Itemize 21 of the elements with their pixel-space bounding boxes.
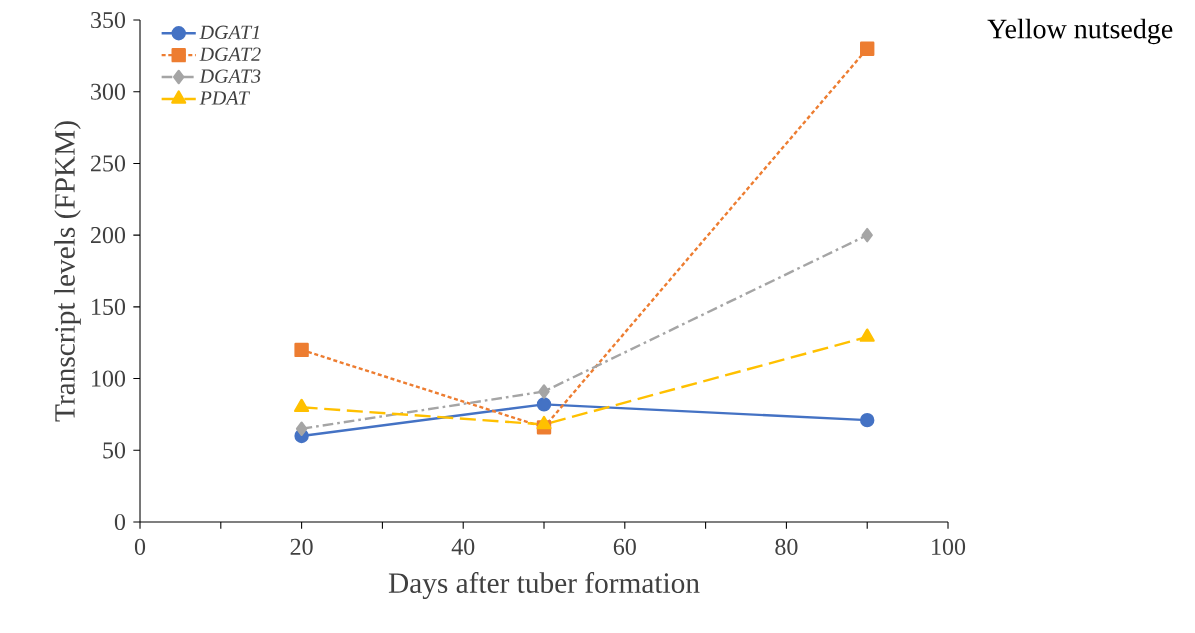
x-tick-label: 40	[451, 538, 475, 555]
x-tick-label: 80	[775, 538, 798, 555]
y-tick-label: 100	[92, 370, 126, 387]
y-tick-label: 250	[91, 155, 126, 172]
x-axis-title: Days after tuber formation	[388, 572, 700, 600]
y-tick-label: 50	[103, 442, 126, 459]
y-tick-label: 300	[91, 83, 126, 100]
x-tick-label: 20	[290, 538, 313, 555]
legend-label: PDAT	[199, 91, 251, 105]
text: Yellow nutsedge	[987, 18, 1173, 45]
y-tick-label: 350	[91, 11, 126, 29]
y-axis-title: Transcript levels (FPKM)	[54, 121, 81, 422]
x-tick-label: 0	[134, 538, 146, 555]
y-tick-label: 0	[114, 513, 126, 531]
legend-label: DGAT3	[199, 69, 261, 83]
legend-label: DGAT1	[199, 25, 259, 40]
y-tick-label: 200	[91, 227, 126, 244]
x-tick-label: 60	[613, 538, 636, 555]
legend-label: DGAT2	[199, 47, 261, 61]
y-tick-label: 150	[92, 298, 126, 315]
x-tick-label: 100	[932, 538, 966, 555]
